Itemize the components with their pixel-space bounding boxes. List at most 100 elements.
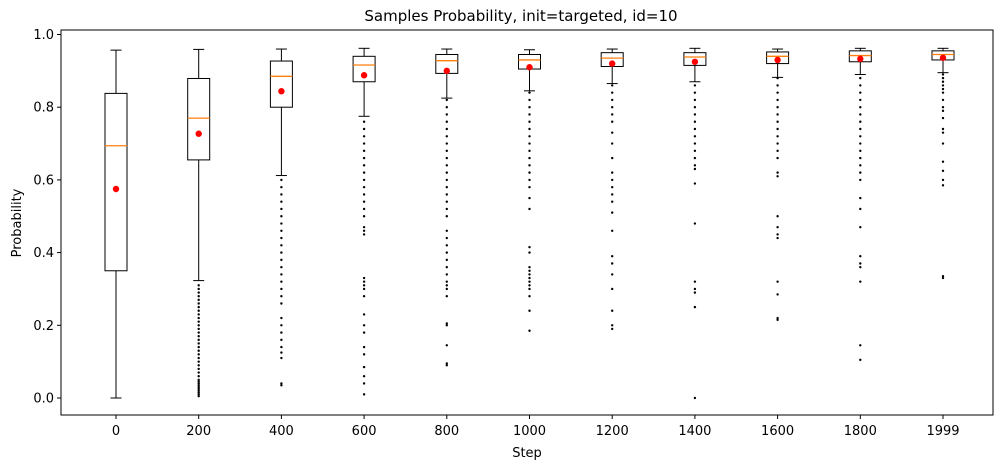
outlier-point — [528, 245, 531, 249]
outlier-point — [445, 287, 448, 291]
outlier-point — [197, 394, 200, 398]
box-group-step-400 — [269, 48, 293, 387]
outlier-point — [197, 385, 200, 389]
mean-marker — [609, 60, 616, 67]
outlier-point — [776, 171, 779, 174]
outlier-point — [776, 98, 779, 102]
outlier-point — [362, 135, 366, 138]
outlier-point — [528, 120, 531, 123]
box-iqr — [766, 51, 790, 65]
outlier-point — [611, 324, 614, 327]
outlier-point — [280, 222, 283, 225]
mean-marker — [195, 130, 202, 137]
outlier-point — [611, 91, 614, 94]
outlier-point — [197, 327, 200, 331]
outlier-point — [611, 113, 614, 116]
outlier-point — [280, 251, 283, 254]
outlier-point — [693, 182, 697, 185]
outlier-point — [197, 374, 200, 378]
outlier-point — [197, 345, 200, 349]
outlier-point — [280, 287, 283, 291]
outlier-point — [776, 142, 779, 145]
outlier-point — [362, 164, 366, 167]
outlier-point — [197, 335, 200, 338]
outlier-point — [445, 120, 448, 123]
outlier-point — [445, 135, 448, 138]
outlier-point — [280, 384, 283, 387]
outlier-point — [280, 193, 283, 196]
outlier-point — [445, 164, 448, 167]
outlier-point — [197, 371, 200, 374]
outlier-point — [611, 178, 614, 182]
outlier-point — [941, 169, 945, 173]
outlier-point — [445, 258, 448, 262]
outlier-point — [776, 120, 779, 123]
x-tick-label: 1800 — [844, 424, 877, 439]
outlier-point — [528, 178, 531, 182]
y-tick-label: 1.0 — [33, 28, 54, 43]
outlier-point — [528, 269, 531, 272]
outlier-point — [445, 113, 448, 116]
outlier-point — [528, 164, 531, 167]
outlier-point — [280, 316, 283, 320]
x-tick-label: 800 — [434, 424, 459, 439]
outlier-point — [445, 193, 448, 196]
outlier-point — [280, 178, 283, 182]
outlier-point — [197, 393, 200, 396]
outlier-point — [280, 345, 283, 349]
outlier-point — [859, 127, 862, 131]
y-axis-label: Probability — [10, 188, 25, 257]
outlier-point — [197, 349, 200, 352]
outlier-point — [362, 178, 366, 182]
outlier-point — [280, 324, 283, 327]
outlier-point — [611, 84, 614, 87]
outlier-point — [859, 358, 862, 362]
outlier-point — [280, 351, 283, 354]
outlier-point — [693, 84, 697, 87]
outlier-point — [693, 113, 697, 116]
outlier-point — [611, 287, 614, 291]
mean-marker — [691, 58, 699, 65]
outlier-point — [362, 331, 366, 334]
outlier-point — [197, 302, 200, 305]
outlier-point — [445, 200, 448, 203]
outlier-point — [197, 309, 200, 312]
outlier-point — [859, 178, 862, 182]
outlier-point — [693, 156, 697, 160]
outlier-point — [528, 127, 531, 131]
outlier-point — [941, 98, 945, 102]
outlier-point — [445, 251, 448, 254]
outlier-point — [776, 84, 779, 87]
outlier-point — [776, 236, 779, 240]
outlier-point — [362, 229, 366, 232]
outlier-point — [941, 116, 945, 120]
outlier-point — [280, 258, 283, 262]
outlier-point — [611, 211, 614, 214]
outlier-point — [693, 222, 697, 225]
outlier-point — [941, 160, 945, 163]
outlier-point — [528, 185, 531, 189]
outlier-point — [859, 98, 862, 102]
outlier-point — [611, 327, 614, 331]
outlier-point — [280, 338, 283, 342]
outlier-point — [611, 273, 614, 276]
box-group-step-200 — [187, 48, 211, 398]
outlier-point — [611, 229, 614, 232]
outlier-point — [445, 207, 448, 211]
outlier-point — [197, 338, 200, 342]
outlier-point — [611, 106, 614, 109]
outlier-point — [445, 142, 448, 145]
outlier-point — [859, 164, 862, 167]
plot-area — [104, 47, 955, 400]
outlier-point — [941, 73, 945, 76]
outlier-point — [776, 149, 779, 153]
outlier-point — [445, 244, 448, 247]
outlier-point — [693, 142, 697, 145]
mean-marker — [939, 54, 947, 61]
outlier-point — [693, 396, 697, 400]
outlier-point — [859, 196, 862, 200]
outlier-point — [941, 275, 945, 278]
outlier-point — [611, 120, 614, 123]
outlier-point — [362, 127, 366, 131]
outlier-point — [197, 295, 200, 298]
